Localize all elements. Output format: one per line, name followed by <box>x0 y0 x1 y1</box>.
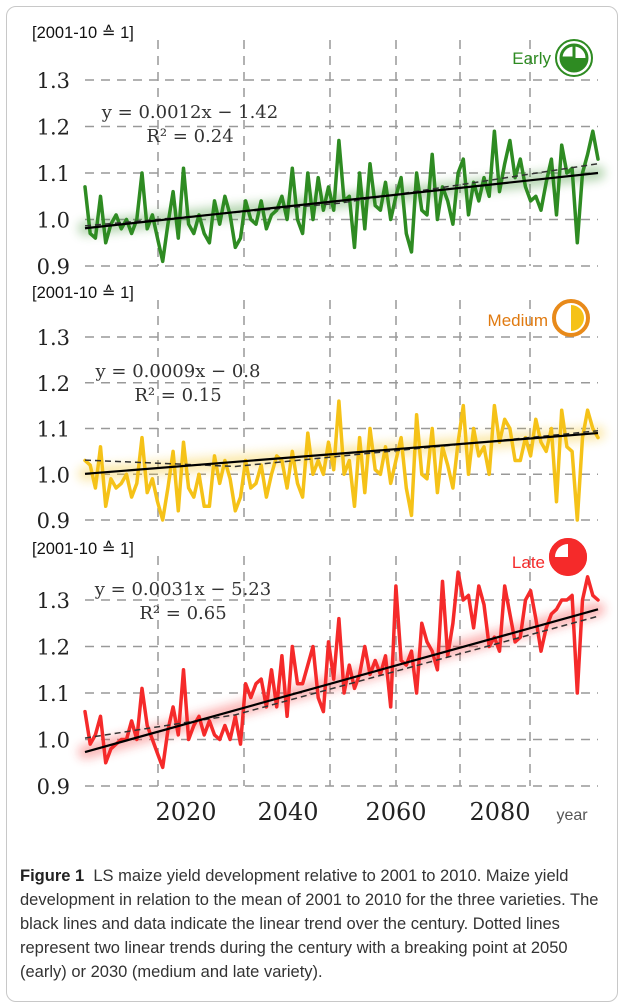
y-tick-label: 1.3 <box>37 589 70 613</box>
x-tick-label: 2060 <box>365 798 426 826</box>
y-tick-label: 1.1 <box>37 162 70 186</box>
y-tick-label: 1.2 <box>37 372 70 396</box>
y-tick-label: 1.0 <box>37 463 70 487</box>
y-tick-label: 0.9 <box>37 509 70 533</box>
y-tick-label: 1.0 <box>37 209 70 233</box>
y-tick-label: 1.0 <box>37 729 70 753</box>
variety-label: Early <box>512 49 551 68</box>
y-tick-label: 0.9 <box>37 775 70 799</box>
chart-figure: 0.9 1.0 1.1 1.2 1.3 [2001-10 ≙ 1] y = 0.0012x … <box>32 24 605 826</box>
y-tick-label: 0.9 <box>37 255 70 279</box>
y-tick-label: 1.1 <box>37 682 70 706</box>
pie-three-quarter-icon <box>549 538 587 576</box>
figure-caption: Figure 1 LS maize yield development rela… <box>20 864 610 984</box>
badge-fill <box>571 305 584 331</box>
x-tick-label: 2040 <box>257 798 318 826</box>
trend-line <box>84 171 599 230</box>
r-squared-label: R² = 0.65 <box>139 603 226 624</box>
trend-equation: y = 0.0009x − 0.8 <box>95 361 261 382</box>
figure-label: Figure 1 <box>20 867 85 885</box>
trend-line <box>84 431 599 475</box>
y-tick-label: 1.3 <box>37 326 70 350</box>
r-squared-label: R² = 0.15 <box>134 385 221 406</box>
unit-label: [2001-10 ≙ 1] <box>32 284 134 302</box>
trend-equation: y = 0.0031x − 5.23 <box>94 579 271 600</box>
y-tick-label: 1.1 <box>37 418 70 442</box>
y-tick-label: 1.2 <box>37 116 70 140</box>
badge-fill <box>561 58 574 71</box>
y-tick-label: 1.2 <box>37 636 70 660</box>
pie-half-icon <box>552 299 590 337</box>
series-line <box>83 129 600 264</box>
panel-early: 0.9 1.0 1.1 1.2 1.3 [2001-10 ≙ 1] y = 0.0012x … <box>32 24 605 279</box>
pie-quarter-icon <box>555 39 593 77</box>
x-tick-label: 2080 <box>469 798 530 826</box>
badge-fill <box>574 58 587 71</box>
unit-label: [2001-10 ≙ 1] <box>32 24 134 42</box>
variety-label: Medium <box>488 311 548 330</box>
panel-late: 0.9 1.0 1.1 1.2 1.3 [2001-10 ≙ 1] y = 0.0031x … <box>32 538 605 826</box>
y-tick-label: 1.3 <box>37 69 70 93</box>
series-line <box>83 570 600 770</box>
panel-medium: 0.9 1.0 1.1 1.2 1.3 [2001-10 ≙ 1] y = 0.0009x … <box>32 284 605 533</box>
badge-empty <box>555 544 568 557</box>
x-tick-label: 2020 <box>155 798 216 826</box>
variety-label: Late <box>512 553 545 572</box>
unit-label: [2001-10 ≙ 1] <box>32 540 134 558</box>
trend-line <box>84 608 599 754</box>
caption-text: LS maize yield development relative to 2… <box>20 867 599 981</box>
r-squared-label: R² = 0.24 <box>146 126 233 147</box>
series-line <box>83 399 600 522</box>
breakpoint-trend-line <box>84 615 599 739</box>
x-axis-label: year <box>556 807 588 824</box>
trend-equation: y = 0.0012x − 1.42 <box>101 102 278 123</box>
